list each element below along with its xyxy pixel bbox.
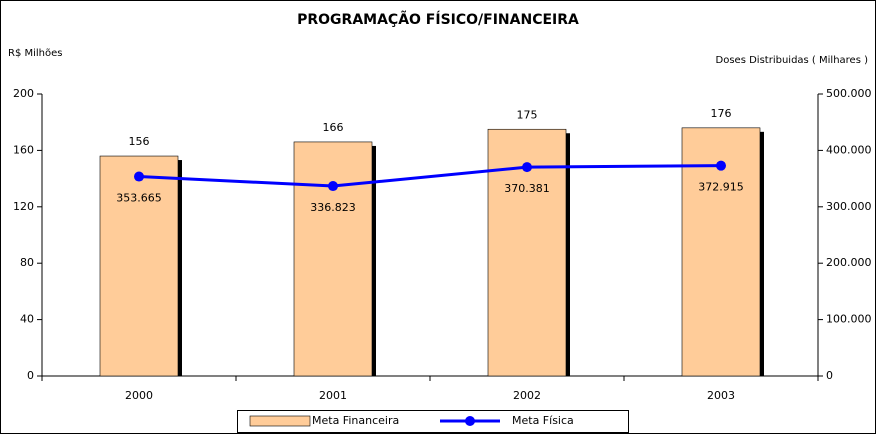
bar-value-label: 176 — [711, 107, 732, 120]
line-marker — [716, 160, 726, 171]
y-tick-label: 160 — [13, 143, 34, 156]
bar-value-label: 166 — [323, 121, 344, 134]
line-marker — [522, 162, 532, 173]
y-tick-label: 200 — [13, 87, 34, 100]
legend-label: Meta Financeira — [312, 414, 399, 427]
bar — [99, 155, 179, 377]
bar-value-label: 175 — [517, 108, 538, 121]
y-tick-label: 120 — [13, 200, 34, 213]
y-tick-label: 40 — [20, 313, 34, 326]
y2-tick-label: 0 — [826, 369, 833, 382]
legend-swatch — [249, 415, 311, 427]
line-marker — [134, 171, 144, 182]
chart-title: PROGRAMAÇÃO FÍSICO/FINANCEIRA — [297, 11, 579, 28]
line-value-label: 336.823 — [310, 201, 356, 214]
line-marker — [328, 181, 338, 192]
bar-value-label: 156 — [129, 135, 150, 148]
y2-tick-label: 300.000 — [826, 200, 872, 213]
line-value-label: 372.915 — [698, 181, 744, 194]
legend-label: Meta Física — [512, 414, 574, 427]
y2-tick-label: 500.000 — [826, 87, 872, 100]
y2-axis-title: Doses Distribuidas ( Milhares ) — [716, 55, 869, 66]
line — [138, 164, 722, 188]
y-tick-label: 80 — [20, 256, 34, 269]
x-tick-label: 2000 — [125, 389, 153, 402]
x-tick-label: 2001 — [319, 389, 347, 402]
y-axis-title: R$ Milhões — [8, 48, 63, 59]
y-tick-label: 0 — [27, 369, 34, 382]
line-value-label: 353.665 — [116, 192, 162, 205]
y2-tick-label: 100.000 — [826, 313, 872, 326]
x-tick-label: 2002 — [513, 389, 541, 402]
y2-tick-label: 400.000 — [826, 143, 872, 156]
line-value-label: 370.381 — [504, 182, 550, 195]
bar — [293, 141, 373, 377]
x-tick-label: 2003 — [707, 389, 735, 402]
legend-marker — [465, 416, 475, 426]
legend-box — [237, 410, 629, 433]
y2-tick-label: 200.000 — [826, 256, 872, 269]
